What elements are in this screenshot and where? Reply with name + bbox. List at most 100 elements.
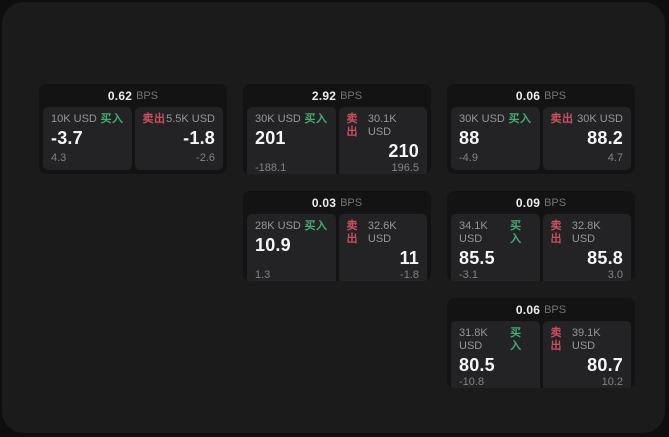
buy-tile[interactable]: 34.1K USD 买入 85.5 -3.1 bbox=[451, 214, 540, 281]
buy-label: 买入 bbox=[100, 113, 124, 125]
sell-tile[interactable]: 卖出 32.8K USD 85.8 3.0 bbox=[542, 214, 631, 281]
spread-unit: BPS bbox=[544, 196, 567, 209]
quote-body: 30K USD 买入 201 -188.1 卖出 30.1K USD 210 1… bbox=[243, 107, 431, 174]
sell-label: 卖出 bbox=[550, 113, 574, 125]
sell-label: 卖出 bbox=[346, 113, 358, 138]
buy-label: 买入 bbox=[508, 113, 532, 125]
spread-header: 0.06 BPS bbox=[447, 84, 635, 107]
quote-card: 0.09 BPS 34.1K USD 买入 85.5 -3.1 卖出 32.8K… bbox=[447, 191, 635, 281]
sell-amount: 32.8K USD bbox=[571, 220, 601, 245]
buy-delta: -3.1 bbox=[459, 269, 478, 281]
sell-amount: 30.1K USD bbox=[367, 113, 397, 138]
buy-label: 买入 bbox=[510, 220, 522, 245]
buy-amount: 10K USD bbox=[51, 113, 97, 125]
buy-tile-top: 31.8K USD 买入 bbox=[459, 327, 532, 353]
buy-label: 买入 bbox=[304, 113, 328, 125]
quote-body: 10K USD 买入 -3.7 4.3 卖出 5.5K USD -1.8 -2.… bbox=[39, 107, 227, 174]
quote-card: 2.92 BPS 30K USD 买入 201 -188.1 卖出 30.1K … bbox=[243, 84, 431, 174]
buy-amount: 31.8K USD bbox=[459, 327, 488, 352]
quote-card: 0.03 BPS 28K USD 买入 10.9 1.3 卖出 32.6K US… bbox=[243, 191, 431, 281]
spread-header: 2.92 BPS bbox=[243, 84, 431, 107]
sell-label: 卖出 bbox=[550, 220, 562, 245]
app-window: 0.62 BPS 10K USD 买入 -3.7 4.3 卖出 5.5K USD bbox=[2, 2, 665, 433]
quote-body: 31.8K USD 买入 80.5 -10.8 卖出 39.1K USD 80.… bbox=[447, 321, 635, 388]
spread-unit: BPS bbox=[544, 303, 567, 316]
sell-delta: -2.6 bbox=[196, 152, 215, 164]
spread-unit: BPS bbox=[340, 89, 363, 102]
spread-header: 0.09 BPS bbox=[447, 191, 635, 214]
sell-tile-top: 卖出 32.8K USD bbox=[551, 220, 624, 246]
buy-tile[interactable]: 31.8K USD 买入 80.5 -10.8 bbox=[451, 321, 540, 388]
buy-price: 80.5 bbox=[459, 355, 495, 375]
buy-tile-top: 30K USD 买入 bbox=[255, 113, 328, 126]
sell-tile[interactable]: 卖出 39.1K USD 80.7 10.2 bbox=[542, 321, 631, 388]
sell-tile[interactable]: 卖出 32.6K USD 11 -1.8 bbox=[338, 214, 427, 281]
spread-value: 0.06 bbox=[515, 302, 541, 317]
buy-price: 85.5 bbox=[459, 248, 495, 268]
buy-amount: 30K USD bbox=[255, 113, 301, 125]
sell-price: 11 bbox=[399, 248, 419, 268]
sell-delta: 3.0 bbox=[607, 269, 623, 281]
spread-value: 2.92 bbox=[311, 88, 337, 103]
sell-label: 卖出 bbox=[550, 327, 562, 352]
buy-label: 买入 bbox=[304, 220, 328, 232]
quote-body: 30K USD 买入 88 -4.9 卖出 30K USD 88.2 4.7 bbox=[447, 107, 635, 174]
sell-amount: 30K USD bbox=[577, 113, 623, 125]
buy-tile-top: 34.1K USD 买入 bbox=[459, 220, 532, 246]
buy-delta: 1.3 bbox=[255, 269, 271, 281]
sell-delta: -1.8 bbox=[400, 269, 419, 281]
quote-card: 0.62 BPS 10K USD 买入 -3.7 4.3 卖出 5.5K USD bbox=[39, 84, 227, 174]
buy-amount: 30K USD bbox=[459, 113, 505, 125]
spread-header: 0.03 BPS bbox=[243, 191, 431, 214]
spread-value: 0.09 bbox=[515, 195, 541, 210]
buy-delta: -4.9 bbox=[459, 152, 478, 164]
buy-tile-top: 10K USD 买入 bbox=[51, 113, 124, 126]
spread-value: 0.62 bbox=[107, 88, 133, 103]
sell-tile-top: 卖出 30.1K USD bbox=[347, 113, 420, 139]
buy-tile[interactable]: 28K USD 买入 10.9 1.3 bbox=[247, 214, 336, 281]
sell-tile[interactable]: 卖出 30K USD 88.2 4.7 bbox=[542, 107, 631, 170]
spread-unit: BPS bbox=[544, 89, 567, 102]
spread-unit: BPS bbox=[136, 89, 159, 102]
spread-value: 0.06 bbox=[515, 88, 541, 103]
buy-delta: -10.8 bbox=[459, 376, 485, 388]
sell-delta: 10.2 bbox=[601, 376, 623, 388]
sell-label: 卖出 bbox=[346, 220, 358, 245]
spread-header: 0.06 BPS bbox=[447, 298, 635, 321]
buy-tile[interactable]: 30K USD 买入 201 -188.1 bbox=[247, 107, 336, 174]
buy-tile-top: 28K USD 买入 bbox=[255, 220, 328, 233]
sell-delta: 4.7 bbox=[607, 152, 623, 164]
buy-delta: -188.1 bbox=[255, 162, 287, 174]
buy-tile[interactable]: 30K USD 买入 88 -4.9 bbox=[451, 107, 540, 170]
spread-value: 0.03 bbox=[311, 195, 337, 210]
buy-amount: 28K USD bbox=[255, 220, 301, 232]
sell-tile-top: 卖出 30K USD bbox=[551, 113, 624, 126]
sell-price: 210 bbox=[388, 141, 419, 161]
quote-card: 0.06 BPS 31.8K USD 买入 80.5 -10.8 卖出 39.1… bbox=[447, 298, 635, 388]
sell-price: 85.8 bbox=[587, 248, 623, 268]
buy-price: 201 bbox=[255, 128, 286, 148]
sell-amount: 32.6K USD bbox=[367, 220, 397, 245]
sell-tile[interactable]: 卖出 30.1K USD 210 196.5 bbox=[338, 107, 427, 174]
sell-delta: 196.5 bbox=[391, 162, 419, 174]
quote-card: 0.06 BPS 30K USD 买入 88 -4.9 卖出 30K USD bbox=[447, 84, 635, 174]
sell-label: 卖出 bbox=[142, 113, 166, 125]
sell-tile-top: 卖出 5.5K USD bbox=[143, 113, 216, 126]
sell-amount: 5.5K USD bbox=[166, 113, 215, 125]
sell-tile[interactable]: 卖出 5.5K USD -1.8 -2.6 bbox=[134, 107, 223, 170]
quote-grid: 0.62 BPS 10K USD 买入 -3.7 4.3 卖出 5.5K USD bbox=[39, 84, 635, 388]
buy-delta: 4.3 bbox=[51, 152, 67, 164]
sell-price: 88.2 bbox=[587, 128, 623, 148]
sell-tile-top: 卖出 32.6K USD bbox=[347, 220, 420, 246]
quote-body: 34.1K USD 买入 85.5 -3.1 卖出 32.8K USD 85.8… bbox=[447, 214, 635, 281]
buy-price: 10.9 bbox=[255, 235, 291, 255]
buy-label: 买入 bbox=[510, 327, 522, 352]
buy-amount: 34.1K USD bbox=[459, 220, 488, 245]
quote-body: 28K USD 买入 10.9 1.3 卖出 32.6K USD 11 -1.8 bbox=[243, 214, 431, 281]
buy-tile[interactable]: 10K USD 买入 -3.7 4.3 bbox=[43, 107, 132, 170]
spread-header: 0.62 BPS bbox=[39, 84, 227, 107]
sell-price: -1.8 bbox=[183, 128, 215, 148]
buy-price: 88 bbox=[459, 128, 480, 148]
sell-price: 80.7 bbox=[587, 355, 623, 375]
buy-tile-top: 30K USD 买入 bbox=[459, 113, 532, 126]
